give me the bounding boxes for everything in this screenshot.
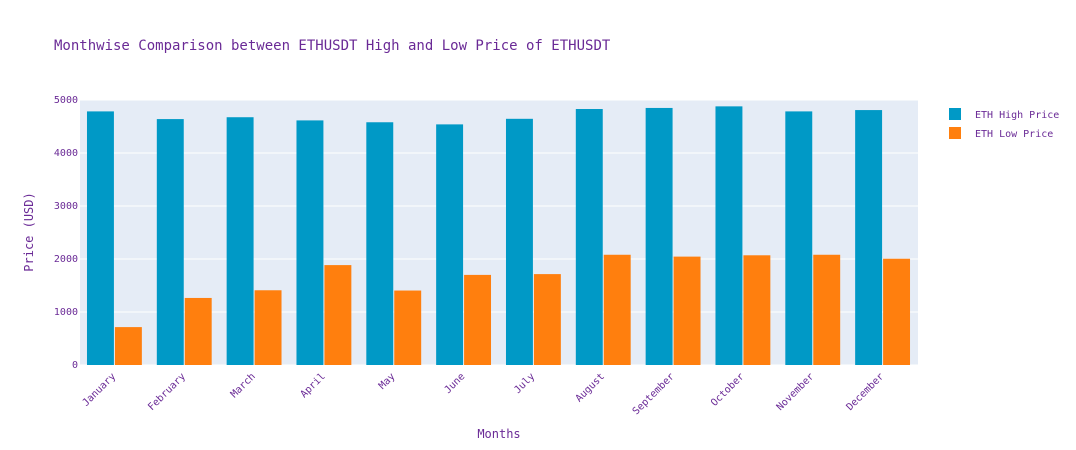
bar-low-june: [464, 274, 492, 365]
x-tick-label: August: [574, 371, 607, 404]
bar-low-august: [603, 254, 631, 365]
x-tick-label: July: [512, 371, 537, 396]
bar-high-september: [645, 107, 673, 365]
x-tick-label: February: [146, 371, 188, 413]
bar-high-june: [436, 124, 464, 365]
legend-swatch[interactable]: [949, 108, 961, 120]
x-tick-label: March: [229, 371, 258, 400]
bar-low-september: [673, 256, 701, 365]
bar-low-march: [254, 290, 282, 365]
y-tick-label: 5000: [54, 95, 78, 106]
bar-low-december: [883, 258, 911, 365]
bar-low-may: [394, 290, 422, 365]
bar-low-january: [114, 327, 142, 365]
legend-swatch[interactable]: [949, 127, 961, 139]
bar-low-november: [813, 254, 841, 365]
legend: ETH High Price ETH Low Price: [949, 108, 1059, 140]
bar-high-october: [715, 106, 743, 366]
y-tick-label: 1000: [54, 307, 78, 318]
y-tick-label: 3000: [54, 201, 78, 212]
bar-low-april: [324, 265, 352, 365]
bar-high-january: [86, 111, 114, 366]
bar-low-february: [184, 297, 212, 365]
bar-high-december: [855, 110, 883, 365]
bars: [86, 106, 911, 366]
bar-high-july: [505, 118, 533, 365]
bar-high-april: [296, 120, 324, 365]
x-axis-title: Months: [477, 427, 520, 441]
bar-high-may: [366, 122, 394, 365]
bar-low-july: [533, 274, 561, 365]
bar-high-march: [226, 117, 254, 365]
x-tick-label: January: [81, 371, 119, 409]
plot-area: [80, 100, 918, 365]
x-tick-label: May: [377, 371, 398, 392]
grid-lines: [80, 99, 918, 366]
bar-high-november: [785, 111, 813, 366]
x-tick-label: November: [775, 371, 817, 413]
x-axis-ticks: January February March April May June July Augu…: [81, 371, 887, 417]
x-tick-label: December: [845, 371, 887, 413]
y-axis-ticks: 0 1000 2000 3000 4000 5000: [54, 95, 78, 371]
x-tick-label: September: [631, 371, 677, 417]
y-tick-label: 4000: [54, 148, 78, 159]
y-tick-label: 2000: [54, 254, 78, 265]
chart-title: Monthwise Comparison between ETHUSDT Hig…: [54, 38, 611, 54]
legend-label[interactable]: ETH High Price: [975, 110, 1059, 121]
bar-high-february: [156, 119, 184, 365]
bar-low-october: [743, 255, 771, 365]
y-tick-label: 0: [72, 360, 78, 371]
x-tick-label: October: [709, 371, 747, 409]
legend-label[interactable]: ETH Low Price: [975, 129, 1053, 140]
y-axis-title: Price (USD): [22, 192, 36, 271]
x-tick-label: April: [299, 371, 328, 400]
bar-high-august: [575, 109, 603, 365]
x-tick-label: June: [443, 371, 468, 396]
